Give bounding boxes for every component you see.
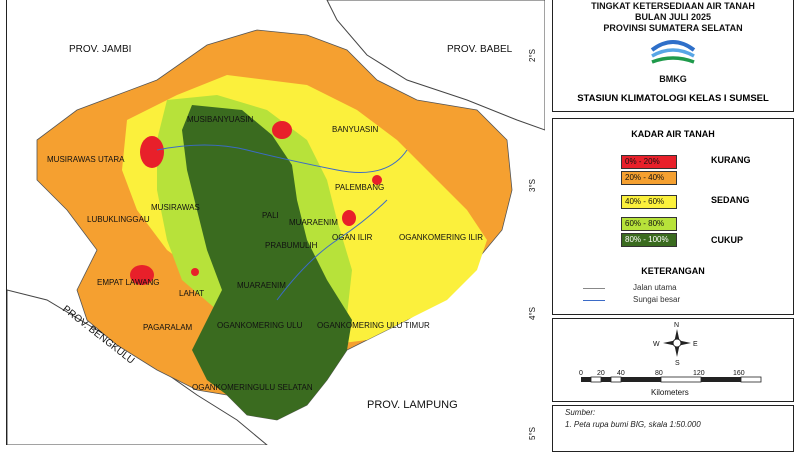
dry-spot-ogan-ilir	[342, 210, 356, 226]
label-region: PAGARALAM	[143, 323, 193, 332]
label-region: OGANKOMERING ILIR	[399, 233, 483, 242]
bangka-coast	[326, 0, 545, 131]
label-region: OGAN ILIR	[332, 233, 373, 242]
category-sedang: SEDANG	[711, 195, 750, 205]
river-musi	[156, 144, 408, 173]
label-region: PALEMBANG	[335, 183, 384, 192]
station-name: STASIUN KLIMATOLOGI KELAS I SUMSEL	[577, 93, 769, 104]
compass-rose-icon: N S E W	[653, 322, 698, 367]
bmkg-logo-icon	[650, 40, 696, 64]
compass-e: E	[693, 341, 698, 348]
scale-box: N S E W 0 20 40 80	[552, 318, 794, 402]
label-region: PRABUMULIH	[265, 241, 318, 250]
compass-s: S	[675, 360, 680, 367]
scale-tick-80: 80	[655, 370, 663, 377]
legend-swatch-60-80	[621, 217, 677, 231]
scale-bar	[581, 376, 762, 383]
map-panel[interactable]: PROV. JAMBI PROV. BABEL PROV. BENGKULU P…	[6, 0, 545, 445]
label-region: MUSIRAWAS	[151, 203, 200, 212]
label-prov-jambi: PROV. JAMBI	[69, 44, 131, 55]
legend-swatch-80-100	[621, 233, 677, 247]
source-line1: 1. Peta rupa bumi BIG, skala 1:50.000	[565, 420, 701, 429]
label-region: OGANKOMERINGULU SELATAN	[192, 383, 313, 392]
legend-swatch-40-60	[621, 195, 677, 209]
label-prov-lampung: PROV. LAMPUNG	[367, 399, 458, 411]
label-region: MUSIBANYUASIN	[187, 115, 253, 124]
scale-tick-20: 20	[597, 370, 605, 377]
category-kurang: KURANG	[711, 155, 751, 165]
dry-spot-empat-lawang	[130, 265, 154, 285]
source-box: Sumber: 1. Peta rupa bumi BIG, skala 1:5…	[552, 405, 794, 452]
legend-title: KADAR AIR TANAH	[631, 129, 715, 139]
lat-label-4s: 4°S	[528, 307, 537, 320]
river-komering	[276, 199, 388, 301]
keterangan-title: KETERANGAN	[641, 266, 705, 276]
label-region: MUARAENIM	[237, 281, 286, 290]
map-title-line2: BULAN JULI 2025	[634, 12, 712, 22]
lat-label-3s: 3°S	[528, 179, 537, 192]
label-region: OGANKOMERING ULU TIMUR	[317, 321, 430, 330]
dry-spot-lahat	[191, 268, 199, 276]
compass-w: W	[653, 341, 660, 348]
compass-scale-canvas: N S E W 0 20 40 80	[579, 322, 762, 397]
compass-n: N	[674, 322, 679, 329]
map-title-line3: PROVINSI SUMATERA SELATAN	[603, 23, 743, 33]
title-box: TINGKAT KETERSEDIAAN AIR TANAH BULAN JUL…	[552, 0, 794, 112]
map-title-line1: TINGKAT KETERSEDIAAN AIR TANAH	[591, 1, 755, 11]
label-prov-babel: PROV. BABEL	[447, 44, 513, 55]
dry-spot-musirawas-utara	[140, 136, 164, 168]
dry-spot-palembang	[372, 175, 382, 185]
province-very-wet-zone	[182, 105, 352, 420]
label-region: PALI	[262, 211, 279, 220]
label-region: EMPAT LAWANG	[97, 278, 160, 287]
scale-tick-120: 120	[693, 370, 705, 377]
legend-swatch-0-20	[621, 155, 677, 169]
label-region: MUSIRAWAS UTARA	[47, 155, 125, 164]
river-label: Sungai besar	[633, 295, 681, 304]
river-line-key	[583, 300, 605, 301]
label-region: BANYUASIN	[332, 125, 378, 134]
legend-label-80-100: 80% - 100%	[625, 235, 669, 244]
lat-label-2s: 2°S	[528, 49, 537, 62]
scale-tick-160: 160	[733, 370, 745, 377]
label-region: LUBUKLINGGAU	[87, 215, 150, 224]
source-heading: Sumber:	[565, 408, 596, 417]
scale-tick-40: 40	[617, 370, 625, 377]
side-panel: TINGKAT KETERSEDIAAN AIR TANAH BULAN JUL…	[548, 0, 800, 452]
scale-unit: Kilometers	[651, 388, 689, 397]
scale-tick-0: 0	[579, 370, 583, 377]
dry-spot-musibanyuasin	[272, 121, 292, 139]
legend-label-60-80: 60% - 80%	[625, 219, 665, 228]
category-cukup: CUKUP	[711, 235, 744, 245]
legend-swatch-20-40	[621, 171, 677, 185]
label-region: MUARAENIM	[289, 218, 338, 227]
legend-box: KADAR AIR TANAH 0% - 20% 20% - 40% 40% -…	[552, 118, 794, 315]
bengkulu-coast	[7, 289, 268, 445]
road-label: Jalan utama	[633, 283, 677, 292]
lat-label-5s: 5°S	[528, 427, 537, 440]
road-line-key	[583, 288, 605, 289]
legend-label-20-40: 20% - 40%	[625, 173, 665, 182]
logo-text: BMKG	[659, 74, 687, 84]
legend-label-40-60: 40% - 60%	[625, 197, 665, 206]
map-canvas[interactable]: PROV. JAMBI PROV. BABEL PROV. BENGKULU P…	[7, 0, 545, 445]
label-region: LAHAT	[179, 289, 204, 298]
legend-label-0-20: 0% - 20%	[625, 157, 660, 166]
label-region: OGANKOMERING ULU	[217, 321, 303, 330]
